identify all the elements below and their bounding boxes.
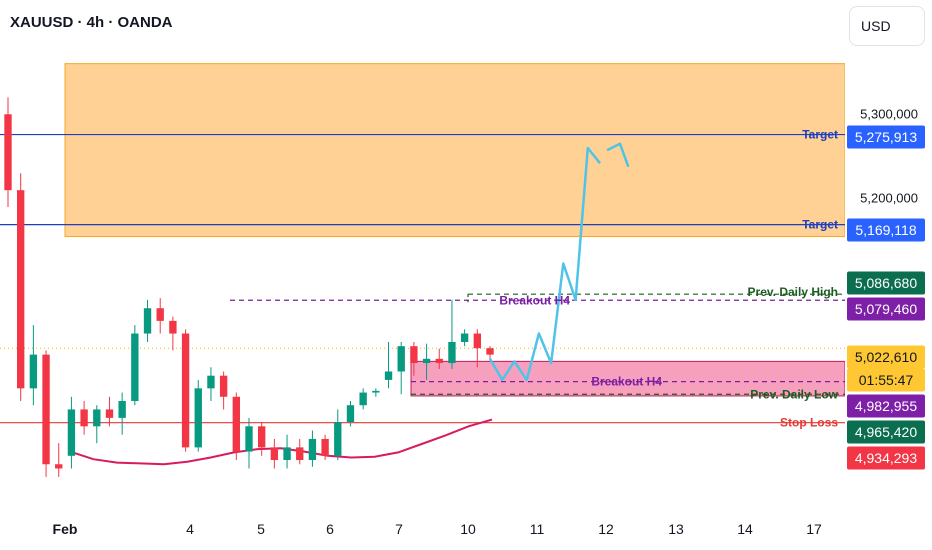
prev-daily-low-label: Prev. Daily Low xyxy=(750,387,838,401)
time-tick-label: 4 xyxy=(186,521,194,537)
candle-body xyxy=(169,320,177,334)
candle-body xyxy=(67,409,76,456)
candle-body xyxy=(296,447,304,461)
time-tick-label: 17 xyxy=(806,521,822,537)
breakout-h4-label: Breakout H4 xyxy=(499,293,570,307)
time-tick-label: Feb xyxy=(53,521,78,537)
time-tick-label: 10 xyxy=(460,521,476,537)
candle-body xyxy=(105,409,114,418)
candle-body xyxy=(460,333,469,342)
candle-body xyxy=(219,375,228,397)
time-tick-label: 7 xyxy=(395,521,403,537)
candle-body xyxy=(435,358,443,364)
prev-daily-high-label: Prev. Daily High xyxy=(748,285,838,299)
candle-body xyxy=(245,426,253,452)
price-badge-label: 5,275,913 xyxy=(855,129,917,145)
candle-body xyxy=(17,190,25,389)
candle-body xyxy=(194,388,202,448)
candle-body xyxy=(346,405,355,423)
price-badge: 4,934,293 xyxy=(847,446,925,470)
candle-body xyxy=(207,375,215,389)
candle-body xyxy=(473,333,481,349)
candle-body xyxy=(156,308,164,321)
price-badge-label: 4,934,293 xyxy=(855,450,917,466)
moving-average-line xyxy=(69,418,493,466)
target-label: Target xyxy=(802,218,838,232)
time-tick-label: 13 xyxy=(668,521,684,537)
price-badge: 4,982,955 xyxy=(847,394,925,418)
projection-arrowhead xyxy=(606,142,630,168)
candle-body xyxy=(486,348,494,355)
time-axis-bg xyxy=(0,512,845,550)
currency-button[interactable]: USD xyxy=(849,6,925,46)
candle-body xyxy=(258,426,266,448)
price-badge: 5,022,610 xyxy=(847,345,925,369)
candle-body xyxy=(384,371,393,380)
candle-body xyxy=(397,346,405,372)
price-badge-label: 5,086,680 xyxy=(855,275,917,291)
projection-path xyxy=(488,146,601,382)
time-tick-label: 5 xyxy=(257,521,265,537)
candle-body xyxy=(93,409,101,427)
price-badge-label: 5,022,610 xyxy=(855,349,917,365)
price-tick-label: 5,300,000 xyxy=(860,106,918,121)
price-badge: 5,275,913 xyxy=(847,125,925,149)
time-tick-label: 11 xyxy=(530,521,545,537)
time-tick-label: 12 xyxy=(598,521,614,537)
price-badge: 4,965,420 xyxy=(847,420,925,444)
candle-body xyxy=(448,341,456,364)
price-tick-label: 5,200,000 xyxy=(860,191,918,206)
candle-body xyxy=(42,354,50,465)
candle-body xyxy=(372,390,380,393)
candle-body xyxy=(359,392,367,406)
candle-body xyxy=(80,409,88,427)
price-badge-label: 5,169,118 xyxy=(855,222,916,238)
candle-body xyxy=(334,422,342,456)
target-zone xyxy=(64,63,846,238)
candle-body xyxy=(321,438,329,456)
candle-body xyxy=(55,464,63,469)
candle-body xyxy=(410,346,418,364)
price-badge: 01:55:47 xyxy=(847,368,925,392)
candle-body xyxy=(118,401,126,418)
time-tick-label: 14 xyxy=(737,521,753,537)
price-badge: 5,079,460 xyxy=(847,297,925,321)
candle-body xyxy=(131,333,139,401)
candle-body xyxy=(270,447,279,461)
time-tick-label: 6 xyxy=(326,521,334,537)
countdown-label: 01:55:47 xyxy=(859,372,914,388)
candle-body xyxy=(308,438,317,461)
target-label: Target xyxy=(802,128,838,142)
candle-body xyxy=(283,447,291,461)
breakout-h4-label: Breakout H4 xyxy=(591,375,662,389)
price-badge-label: 4,965,420 xyxy=(855,424,917,440)
candle-body xyxy=(29,354,38,389)
stop-loss-label: Stop Loss xyxy=(780,416,838,430)
price-badge: 5,169,118 xyxy=(847,218,925,242)
candle-body xyxy=(181,333,190,448)
price-badge-label: 5,079,460 xyxy=(855,301,917,317)
candle-body xyxy=(4,114,12,191)
candle-body xyxy=(143,308,152,334)
candle-body xyxy=(232,396,240,452)
candle-body xyxy=(422,358,431,364)
price-badge-label: 4,982,955 xyxy=(855,398,917,414)
chart-title: XAUUSD · 4h · OANDA xyxy=(10,14,173,31)
price-badge: 5,086,680 xyxy=(847,271,925,295)
